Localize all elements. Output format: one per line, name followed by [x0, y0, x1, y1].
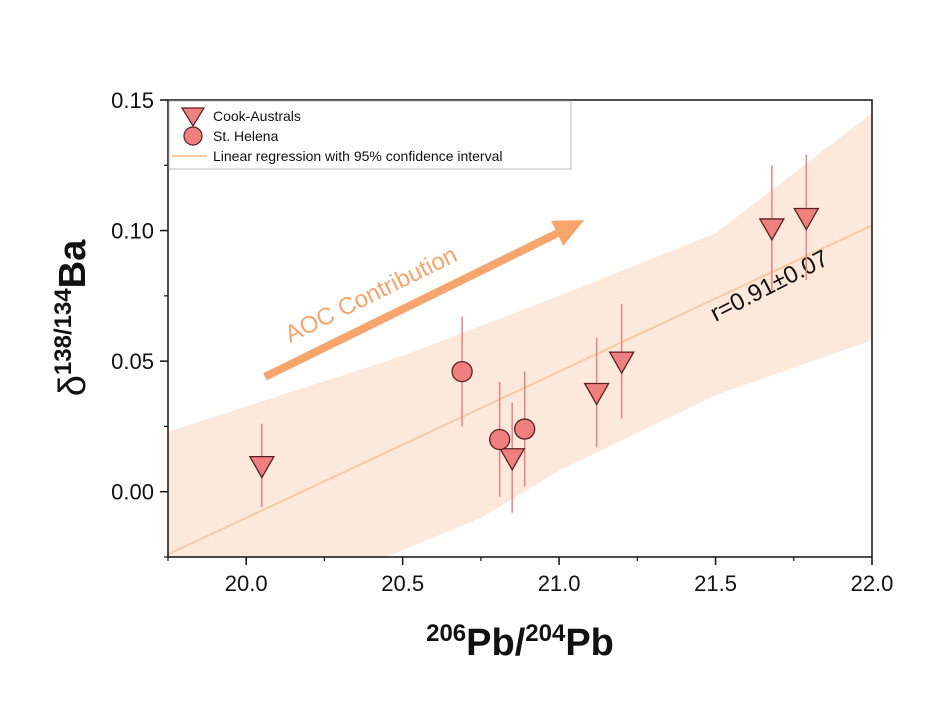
- x-tick-label: 21.0: [538, 571, 581, 596]
- legend: Cook-Australs St. Helena Linear regression…: [168, 100, 572, 170]
- legend-label-cook-australs: Cook-Australs: [213, 108, 301, 124]
- legend-circle-marker: [183, 126, 203, 146]
- y-axis-title: δ138/134Ba: [50, 239, 94, 396]
- x-tick-label: 22.0: [851, 571, 894, 596]
- y-axis-title-sup: 138/134: [50, 288, 77, 375]
- cook-australs-point: [248, 455, 275, 479]
- x-tick-label: 20.0: [225, 571, 268, 596]
- y-tick-label: 0.00: [111, 480, 154, 505]
- plot-frame: [167, 99, 873, 558]
- st-helena-point: [451, 360, 473, 383]
- cook-australs-point: [758, 218, 785, 242]
- cook-australs-point: [608, 351, 635, 375]
- legend-triangle-marker: [180, 107, 206, 128]
- aoc-arrow-shaft: [263, 229, 559, 381]
- y-tick-label: 0.05: [111, 349, 154, 374]
- legend-label-st-helena: St. Helena: [213, 128, 279, 144]
- regression-line: [168, 224, 872, 556]
- axes: 20.0 20.5 21.0 21.5 22.0 0.00 0.05 0.10 0.15: [111, 88, 893, 596]
- x-axis-title: 206Pb/204Pb: [426, 620, 614, 664]
- data-markers: [248, 207, 820, 479]
- st-helena-point: [489, 428, 511, 451]
- y-tick-label: 0.15: [111, 88, 154, 113]
- y-axis-title-delta: δ: [52, 375, 94, 396]
- st-helena-point: [514, 418, 536, 440]
- cook-australs-point: [793, 207, 820, 231]
- x-tick-label: 21.5: [694, 571, 737, 596]
- y-axis-title-tail: Ba: [52, 239, 94, 288]
- x-axis-title-base2: Pb: [565, 622, 614, 664]
- x-tick-label: 20.5: [381, 571, 424, 596]
- cook-australs-point: [499, 448, 526, 472]
- x-axis-title-sup1: 206: [426, 620, 466, 647]
- confidence-band: [168, 113, 872, 557]
- legend-box: [168, 100, 572, 170]
- plot-area: [168, 113, 872, 557]
- legend-label-regression: Linear regression with 95% confidence in…: [213, 148, 503, 164]
- aoc-arrow-head: [551, 220, 585, 246]
- x-axis-title-sup2: 204: [525, 620, 566, 647]
- x-axis-title-base1: Pb/: [466, 622, 526, 664]
- y-tick-label: 0.10: [111, 219, 154, 244]
- cook-australs-point: [583, 382, 610, 406]
